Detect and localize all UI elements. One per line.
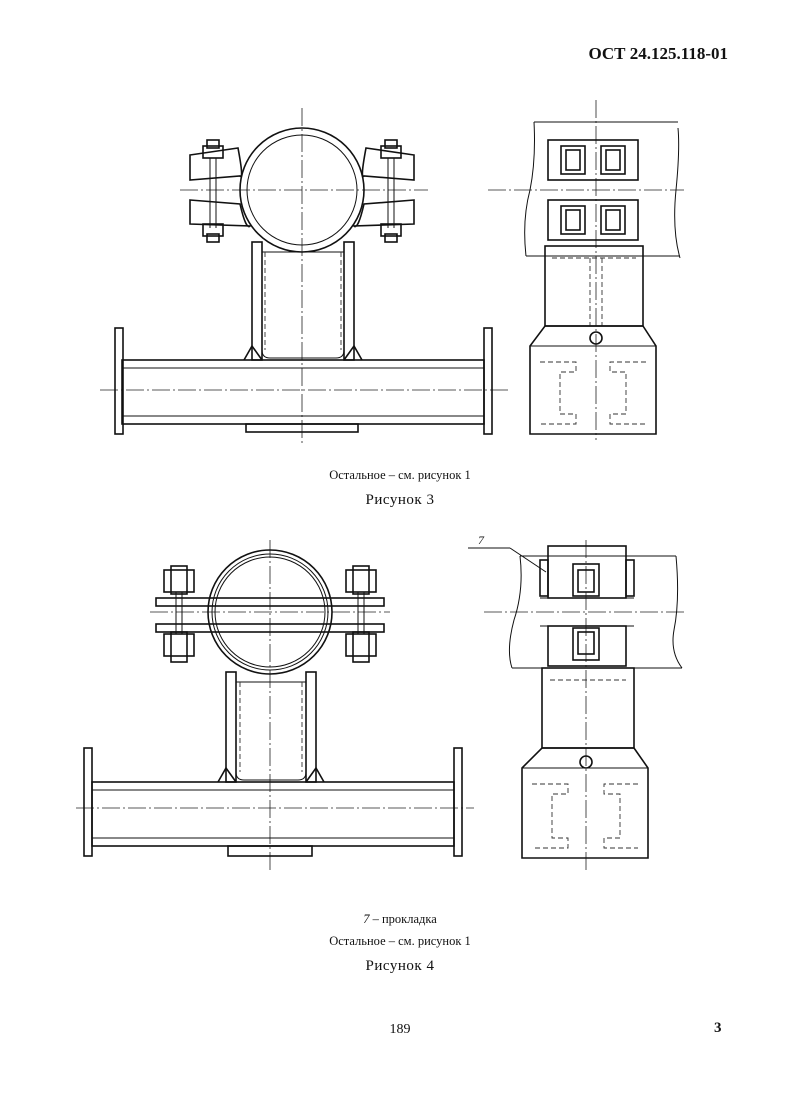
figure4-legend: 7 – прокладка bbox=[0, 912, 800, 927]
figure3-title: Рисунок 3 bbox=[365, 492, 435, 508]
figure4-note: Остальное – см. рисунок 1 bbox=[329, 934, 471, 948]
document-code: ОСТ 24.125.118-01 bbox=[588, 44, 728, 63]
sheet-number: 3 bbox=[714, 1020, 722, 1036]
callout-7: 7 bbox=[478, 533, 485, 547]
figure4-front-view bbox=[76, 540, 474, 870]
legend-item-text: – прокладка bbox=[372, 912, 437, 926]
figure3-note: Остальное – см. рисунок 1 bbox=[329, 468, 471, 482]
page-number: 189 bbox=[389, 1022, 411, 1037]
figure3-front-view bbox=[100, 108, 508, 445]
figure3-side-view bbox=[488, 100, 684, 440]
figure4-title: Рисунок 4 bbox=[365, 958, 435, 974]
figure4-side-view: 7 bbox=[468, 533, 684, 870]
legend-item-number: 7 bbox=[363, 912, 370, 926]
